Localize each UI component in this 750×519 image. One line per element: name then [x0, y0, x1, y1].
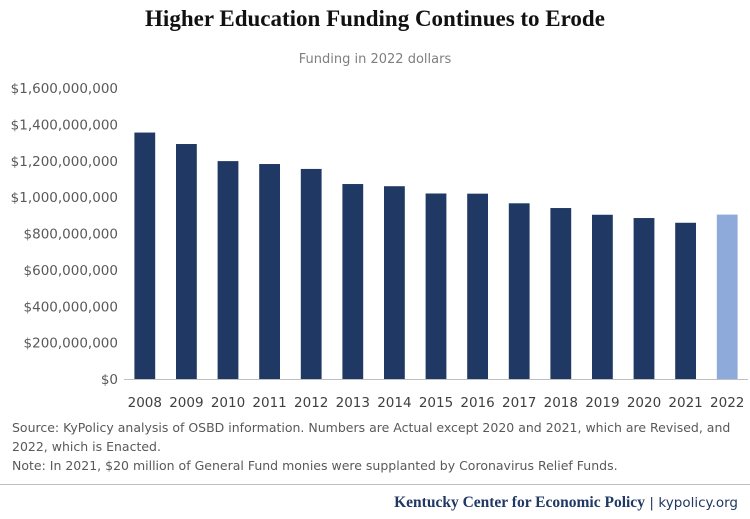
x-tick-label: 2022 — [710, 395, 744, 411]
footnote: Note: In 2021, $20 million of General Fu… — [12, 458, 618, 473]
bar-2019 — [592, 214, 613, 379]
bar-chart: $0 $200,000,000 $400,000,000 $600,000,000 $8… — [11, 81, 748, 411]
y-tick-label: $200,000,000 — [24, 336, 118, 352]
bar-2016 — [467, 193, 488, 379]
x-tick-label: 2008 — [128, 395, 162, 411]
y-tick-label: $1,200,000,000 — [11, 154, 118, 170]
bar-2015 — [425, 193, 447, 379]
bar-2020 — [633, 218, 655, 379]
bar-2014 — [384, 186, 405, 379]
x-tick-label: 2013 — [336, 395, 370, 411]
x-tick-label: 2021 — [668, 395, 702, 411]
chart-notes: Source: KyPolicy analysis of OSBD inform… — [12, 418, 740, 475]
x-tick-label: 2011 — [252, 395, 286, 411]
x-tick-label: 2016 — [460, 395, 494, 411]
footer-divider — [0, 484, 750, 485]
bar-2018 — [550, 208, 572, 379]
bars — [134, 132, 738, 379]
bar-2013 — [342, 184, 364, 379]
y-tick-label: $400,000,000 — [24, 299, 118, 315]
x-tick-label: 2018 — [544, 395, 578, 411]
x-tick-label: 2012 — [294, 395, 328, 411]
y-tick-label: $800,000,000 — [24, 227, 118, 243]
x-tick-label: 2019 — [585, 395, 619, 411]
x-tick-label: 2010 — [211, 395, 245, 411]
x-tick-label: 2014 — [377, 395, 411, 411]
bar-2011 — [259, 164, 280, 379]
bar-2009 — [176, 144, 197, 379]
bar-2010 — [217, 161, 239, 379]
x-tick-label: 2017 — [502, 395, 536, 411]
footer-separator: | — [649, 495, 654, 511]
bar-2021 — [675, 222, 696, 379]
x-axis-ticks: 2008 2009 2010 2011 2012 2013 2014 2015 2016 2017… — [128, 395, 745, 411]
x-tick-label: 2009 — [169, 395, 203, 411]
organization-name: Kentucky Center for Economic Policy — [394, 494, 645, 511]
bar-2017 — [508, 203, 530, 379]
y-tick-label: $1,000,000,000 — [11, 190, 118, 206]
y-axis-ticks: $0 $200,000,000 $400,000,000 $600,000,000 $8… — [11, 81, 118, 388]
bar-2022 — [716, 214, 738, 379]
x-tick-label: 2015 — [419, 395, 453, 411]
y-tick-label: $1,400,000,000 — [11, 117, 118, 133]
website-link[interactable]: kypolicy.org — [658, 495, 738, 511]
chart-title: Higher Education Funding Continues to Er… — [145, 6, 605, 31]
y-tick-label: $600,000,000 — [24, 263, 118, 279]
bar-2008 — [134, 132, 156, 379]
chart-subtitle: Funding in 2022 dollars — [298, 52, 452, 67]
bar-2012 — [300, 168, 322, 379]
y-tick-label: $0 — [101, 372, 118, 388]
source-note: Source: KyPolicy analysis of OSBD inform… — [12, 420, 731, 454]
footer: Kentucky Center for Economic Policy | ky… — [394, 494, 738, 512]
x-tick-label: 2020 — [627, 395, 661, 411]
y-tick-label: $1,600,000,000 — [11, 81, 118, 97]
